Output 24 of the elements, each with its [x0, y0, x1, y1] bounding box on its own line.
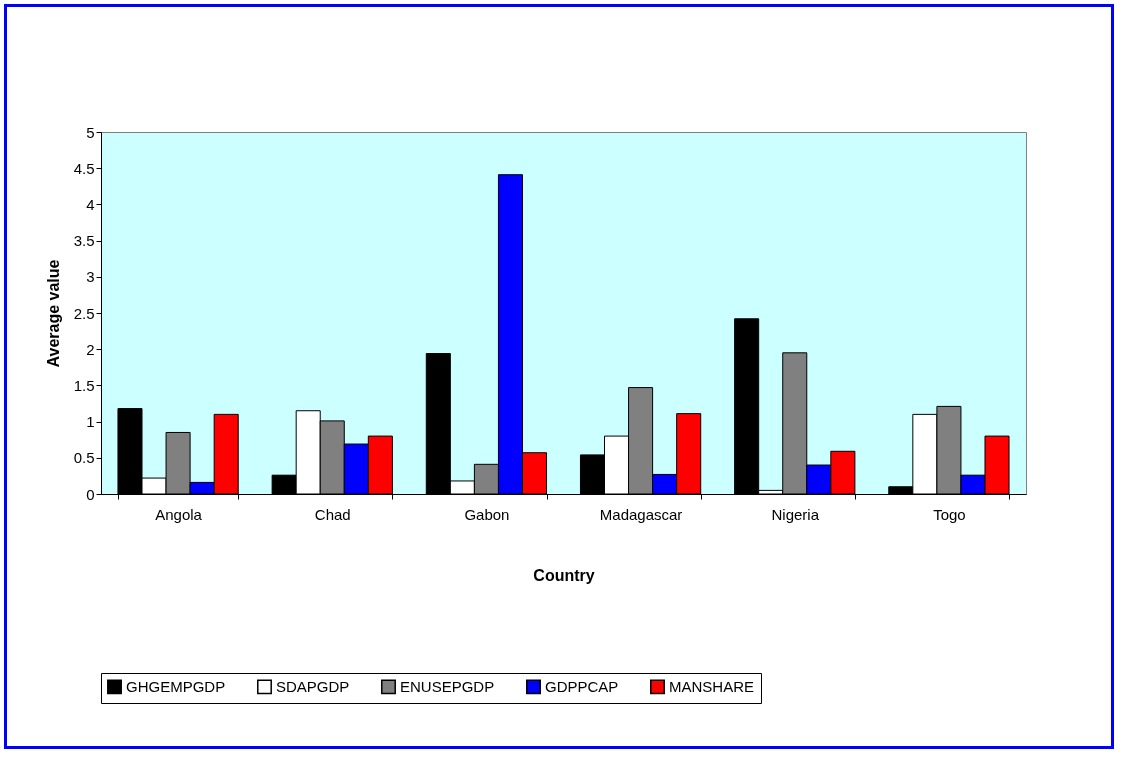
- y-axis-title: Average value: [44, 259, 62, 368]
- legend-label: ENUSEPGDP: [400, 677, 495, 695]
- y-tick-label: 2.5: [73, 304, 95, 322]
- y-tick-label: 4: [86, 195, 95, 213]
- x-tick-label: Chad: [314, 505, 351, 523]
- x-tick-label: Madagascar: [599, 505, 683, 523]
- y-tick-label: 5: [86, 123, 95, 141]
- legend-label: MANSHARE: [669, 677, 755, 695]
- x-tick-label: Togo: [933, 505, 966, 523]
- y-tick-label: 3: [86, 268, 95, 286]
- x-axis-title: Country: [533, 566, 595, 584]
- legend-label: GHGEMPGDP: [126, 677, 226, 695]
- y-tick-label: 3.5: [73, 232, 95, 250]
- x-tick-label: Angola: [155, 505, 203, 523]
- legend-label: SDAPGDP: [276, 677, 350, 695]
- y-tick-label: 1: [86, 413, 95, 431]
- y-tick-label: 0.5: [73, 449, 95, 467]
- y-tick-label: 4.5: [73, 159, 95, 177]
- y-tick-label: 2: [86, 340, 95, 358]
- y-tick-label: 1.5: [73, 376, 95, 394]
- x-tick-label: Nigeria: [771, 505, 820, 523]
- y-tick-label: 0: [86, 485, 95, 503]
- legend-label: GDPPCAP: [545, 677, 619, 695]
- x-tick-label: Gabon: [464, 505, 510, 523]
